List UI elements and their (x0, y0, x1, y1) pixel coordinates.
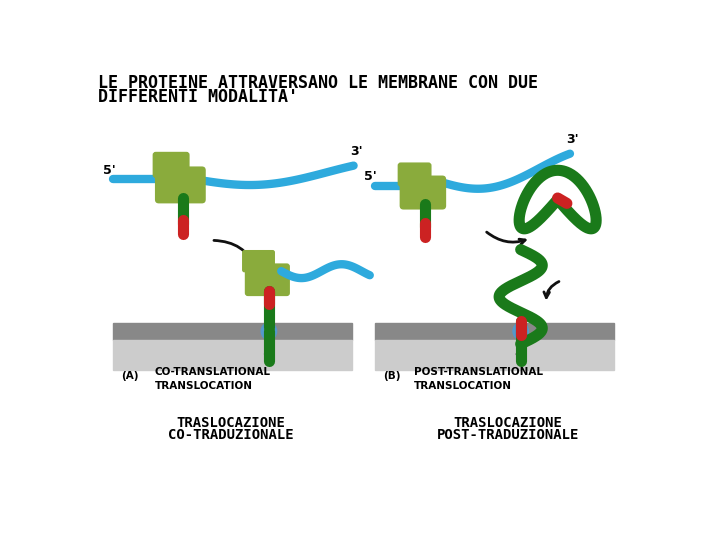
Text: 5': 5' (102, 164, 115, 177)
Text: (A): (A) (121, 372, 138, 381)
Bar (375, 323, 614, 340)
Text: 3': 3' (566, 133, 579, 146)
Text: TRASLOCAZIONE: TRASLOCAZIONE (453, 416, 562, 430)
Text: (B): (B) (383, 372, 400, 381)
FancyBboxPatch shape (155, 166, 206, 204)
Text: 5': 5' (364, 170, 377, 183)
Bar (375, 340, 614, 370)
Bar (113, 323, 352, 340)
Bar (113, 340, 352, 370)
Text: CO-TRADUZIONALE: CO-TRADUZIONALE (168, 428, 293, 442)
FancyBboxPatch shape (153, 152, 189, 178)
Text: 3': 3' (350, 145, 362, 158)
Text: POST-TRADUZIONALE: POST-TRADUZIONALE (436, 428, 579, 442)
Text: CO-TRANSLATIONAL
TRANSLOCATION: CO-TRANSLATIONAL TRANSLOCATION (155, 367, 271, 390)
Text: POST-TRANSLATIONAL
TRANSLOCATION: POST-TRANSLATIONAL TRANSLOCATION (414, 367, 543, 390)
Ellipse shape (261, 323, 276, 340)
Text: TRASLOCAZIONE: TRASLOCAZIONE (176, 416, 285, 430)
Ellipse shape (513, 323, 528, 340)
Text: DIFFERENTI MODALITA': DIFFERENTI MODALITA' (98, 88, 298, 106)
FancyBboxPatch shape (397, 163, 431, 187)
FancyBboxPatch shape (242, 250, 275, 272)
FancyBboxPatch shape (400, 176, 446, 210)
Text: LE PROTEINE ATTRAVERSANO LE MEMBRANE CON DUE: LE PROTEINE ATTRAVERSANO LE MEMBRANE CON… (98, 74, 538, 92)
FancyBboxPatch shape (245, 264, 290, 296)
